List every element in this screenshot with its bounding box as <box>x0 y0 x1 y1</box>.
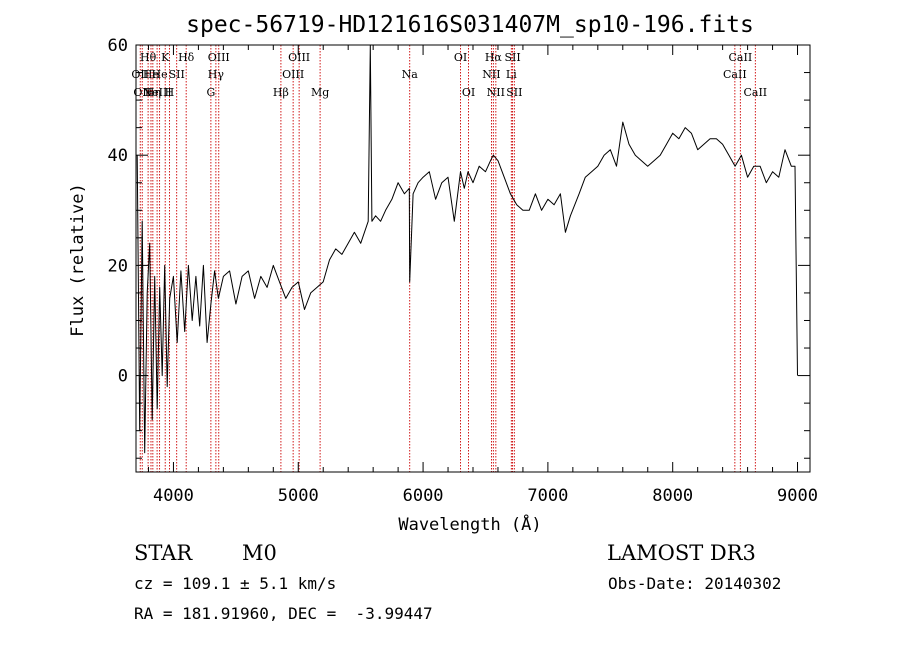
survey-name: LAMOST DR3 <box>607 541 756 565</box>
spectral-line-label: H <box>165 86 175 99</box>
y-tick-label: 0 <box>118 367 128 387</box>
plot-frame <box>135 44 811 473</box>
spectral-line-label: OIII <box>282 68 304 81</box>
coordinates: RA = 181.91960, DEC = -3.99447 <box>134 604 433 623</box>
spectral-line-label: OII <box>133 86 151 99</box>
x-axis-ticks: 4000 5000 6000 7000 8000 9000 <box>147 45 818 506</box>
chart-title: spec-56719-HD121616S031407M_sp10-196.fit… <box>186 12 754 38</box>
spectral-line-label: G <box>206 86 215 99</box>
spectral-line-label: He <box>152 68 168 81</box>
spectral-line-label: Hδ <box>178 51 195 64</box>
spectrum-series <box>136 44 798 454</box>
spectral-line-label: Hβ <box>273 86 289 99</box>
x-tick-label: 8000 <box>652 486 693 506</box>
x-tick-label: 4000 <box>153 486 194 506</box>
spectral-line-label: Mg <box>311 86 329 99</box>
spectral-line-label: SII <box>506 86 522 99</box>
y-tick-label: 20 <box>108 256 128 276</box>
spectral-line-label: OIII <box>288 51 310 64</box>
object-class: STAR <box>134 541 193 565</box>
spectral-line-label: CaII <box>743 86 767 99</box>
spectrum-line <box>136 44 798 454</box>
spectral-line-labels: OIIOIIHθHeHηNeIIIHeKHSIIHδGHγOIIIHβOIIIO… <box>131 51 767 99</box>
spectral-line-label: Hθ <box>140 51 157 64</box>
spectral-line-label: NII <box>482 68 500 81</box>
x-tick-label: 7000 <box>527 486 568 506</box>
obs-date: Obs-Date: 20140302 <box>608 574 781 593</box>
y-axis-label: Flux (relative) <box>68 183 88 337</box>
x-tick-label: 6000 <box>403 486 444 506</box>
spectral-line-label: Hη <box>145 86 161 99</box>
spectral-line-label: NeIII <box>143 86 172 99</box>
redshift-cz: cz = 109.1 ± 5.1 km/s <box>134 574 336 593</box>
spectral-line-label: SII <box>169 68 185 81</box>
spectral-line-label: OI <box>454 51 467 64</box>
spectral-line-label: NII <box>487 86 505 99</box>
spectral-line-label: OI <box>462 86 475 99</box>
spectral-line-label: OIII <box>208 51 230 64</box>
spectral-line-label: He <box>143 68 159 81</box>
y-tick-label: 60 <box>108 36 128 56</box>
x-tick-label: 5000 <box>278 486 319 506</box>
spectral-line-label: Na <box>402 68 419 81</box>
spectral-line-label: Hγ <box>208 68 225 81</box>
spectral-line-label: SII <box>504 51 520 64</box>
spectral-line-label: Li <box>506 68 517 81</box>
spectral-line-label: Hα <box>485 51 503 64</box>
y-axis-ticks: 0 20 40 60 <box>108 36 810 459</box>
spectral-line-label: K <box>161 51 170 64</box>
spectral-line-label: CaII <box>723 68 747 81</box>
spectral-line-label: CaII <box>729 51 753 64</box>
y-tick-label: 40 <box>108 146 128 166</box>
x-tick-label: 9000 <box>777 486 818 506</box>
x-axis-label: Wavelength (Å) <box>398 513 541 535</box>
spectral-line-markers <box>139 45 756 472</box>
object-subclass: M0 <box>242 541 277 565</box>
